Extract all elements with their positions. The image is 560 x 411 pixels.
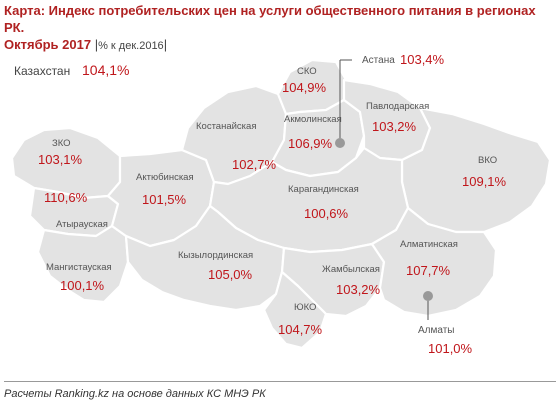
atyrau-name: Атырауская — [56, 219, 108, 230]
kyzylorda-name: Кызылординская — [178, 250, 253, 261]
region-mangistau[interactable] — [36, 224, 130, 304]
kostanay-name: Костанайская — [196, 121, 256, 132]
country-value: 104,1% — [82, 62, 130, 78]
almaty-name: Алматы — [418, 325, 455, 336]
title-end: | — [163, 37, 168, 52]
astana-marker[interactable] — [335, 138, 345, 148]
title-period: Октябрь 2017 — [4, 37, 92, 52]
country-name: Казахстан — [14, 64, 71, 78]
vko-value: 109,1% — [462, 174, 507, 189]
mangistau-value: 100,1% — [60, 278, 105, 293]
karaganda-value: 100,6% — [304, 206, 349, 221]
kyzylorda-value: 105,0% — [208, 267, 253, 282]
title-separator: | — [94, 37, 99, 52]
yuko-value: 104,7% — [278, 322, 323, 337]
karaganda-name: Карагандинская — [288, 184, 359, 195]
sko-value: 104,9% — [282, 80, 327, 95]
astana-value: 103,4% — [400, 52, 445, 67]
region-yuko[interactable] — [262, 270, 328, 350]
aktobe-name: Актюбинская — [136, 172, 194, 183]
title-unit: % к дек.2016 — [98, 40, 164, 52]
sko-name: СКО — [297, 66, 317, 77]
almaty-region-name: Алматинская — [400, 239, 458, 250]
region-vko[interactable] — [400, 106, 552, 234]
pavlodar-name: Павлодарская — [366, 101, 429, 112]
kostanay-value: 102,7% — [232, 157, 277, 172]
vko-name: ВКО — [478, 155, 497, 166]
atyrau-value: 110,6% — [44, 190, 88, 205]
region-almaty[interactable] — [370, 206, 498, 318]
zhambyl-value: 103,2% — [336, 282, 381, 297]
regions-layer — [10, 58, 552, 350]
almaty-value: 101,0% — [428, 341, 473, 356]
kazakhstan-map: Астана 103,4% Алматы 101,0% ЗКО 103,1% 1… — [10, 52, 552, 356]
aktobe-value: 101,5% — [142, 192, 187, 207]
mangistau-name: Мангистауская — [46, 262, 112, 273]
zhambyl-name: Жамбылская — [322, 264, 380, 275]
map-title: Карта: Индекс потребительских цен на усл… — [4, 2, 556, 55]
zko-value: 103,1% — [38, 152, 83, 167]
almaty-region-value: 107,7% — [406, 263, 451, 278]
akmola-value: 106,9% — [288, 136, 333, 151]
title-main: Карта: Индекс потребительских цен на усл… — [4, 3, 536, 35]
source-note: Расчеты Ranking.kz на основе данных КС М… — [4, 388, 266, 400]
almaty-marker[interactable] — [423, 291, 433, 301]
zko-name: ЗКО — [52, 138, 71, 149]
yuko-name: ЮКО — [294, 302, 316, 313]
astana-name: Астана — [362, 55, 395, 66]
pavlodar-value: 103,2% — [372, 119, 417, 134]
footer-divider — [4, 381, 556, 382]
akmola-name: Акмолинская — [284, 114, 342, 125]
